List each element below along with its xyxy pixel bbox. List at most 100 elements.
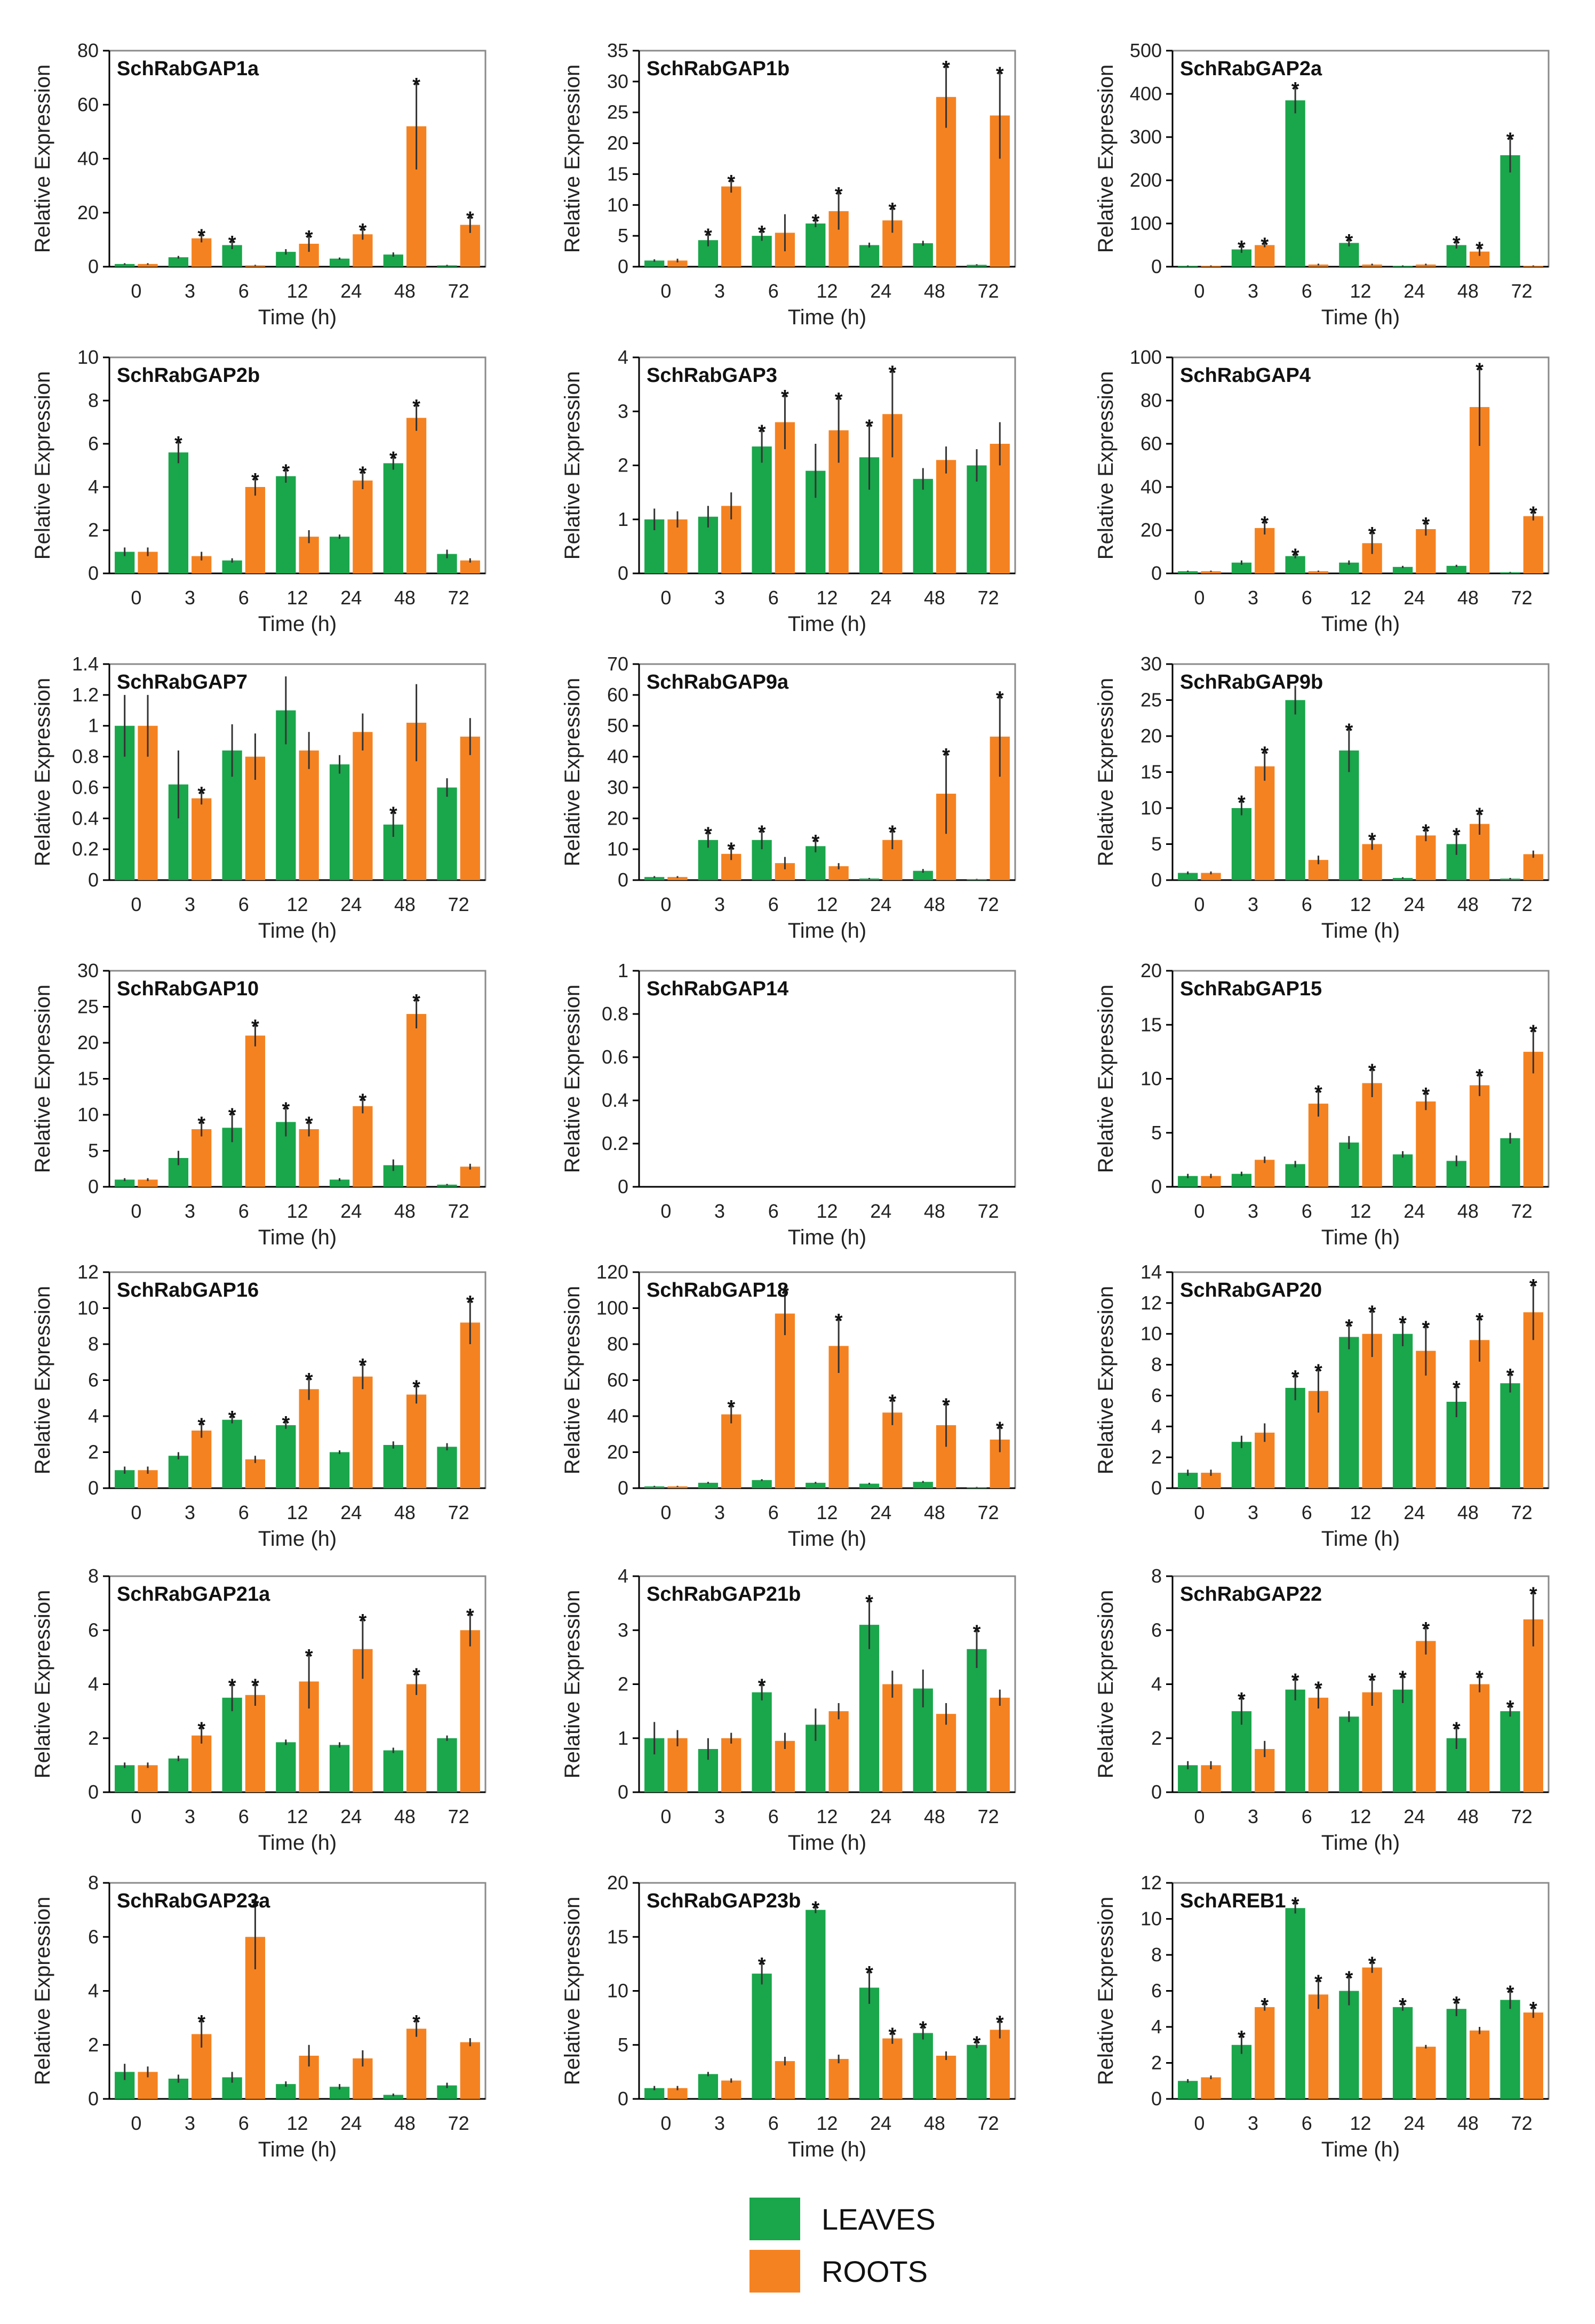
y-tick-label: 5 xyxy=(618,2034,628,2056)
x-tick-label: 0 xyxy=(131,893,141,915)
legend-label-roots: ROOTS xyxy=(822,2255,928,2288)
y-axis-label: Relative Expression xyxy=(1094,985,1118,1173)
y-tick-label: 40 xyxy=(607,746,628,768)
x-tick-label: 48 xyxy=(924,2112,945,2134)
bar-roots xyxy=(1362,1083,1382,1187)
y-axis-label: Relative Expression xyxy=(31,985,54,1173)
significance-marker: * xyxy=(1453,1377,1461,1400)
y-tick-label: 300 xyxy=(1130,126,1162,148)
x-tick-label: 24 xyxy=(870,2112,891,2134)
x-tick-label: 0 xyxy=(660,1502,671,1523)
bar-roots xyxy=(775,2061,795,2099)
significance-marker: * xyxy=(865,416,873,438)
significance-marker: * xyxy=(942,745,950,767)
chart-title: SchRabGAP22 xyxy=(1180,1583,1322,1606)
plot-area xyxy=(638,50,1016,268)
x-tick-label: 3 xyxy=(714,587,725,609)
x-tick-label: 24 xyxy=(1403,2112,1425,2134)
bar-leaves xyxy=(1178,2081,1198,2099)
significance-marker: * xyxy=(197,225,205,247)
y-tick-label: 5 xyxy=(88,1140,99,1162)
plot-area xyxy=(108,356,487,574)
bar-leaves xyxy=(644,260,665,267)
y-tick-label: 60 xyxy=(607,1369,628,1391)
significance-marker: * xyxy=(358,1610,366,1633)
bar-leaves xyxy=(437,1447,457,1488)
x-tick-label: 12 xyxy=(1350,2112,1371,2134)
bar-leaves xyxy=(1285,700,1305,880)
significance-marker: * xyxy=(412,74,420,97)
x-tick-label: 48 xyxy=(1457,893,1479,915)
x-axis-label: Time (h) xyxy=(788,1527,866,1551)
y-axis-label: Relative Expression xyxy=(1094,1286,1118,1475)
x-tick-label: 3 xyxy=(1248,2112,1258,2134)
chart-title: SchRabGAP4 xyxy=(1180,364,1311,387)
x-tick-label: 24 xyxy=(340,893,362,915)
y-tick-label: 0 xyxy=(618,1781,628,1803)
x-tick-label: 6 xyxy=(238,587,249,609)
legend-swatch-leaves xyxy=(749,2198,800,2240)
x-tick-label: 3 xyxy=(185,280,195,302)
bar-roots xyxy=(245,1695,266,1792)
bar-leaves xyxy=(1339,1716,1359,1792)
bar-leaves xyxy=(1231,1442,1252,1488)
bar-roots xyxy=(1308,264,1329,267)
bar-leaves xyxy=(1285,1387,1305,1488)
x-tick-label: 24 xyxy=(340,1502,362,1523)
y-tick-label: 6 xyxy=(1151,1384,1162,1406)
y-tick-label: 10 xyxy=(77,346,99,368)
y-tick-label: 400 xyxy=(1130,83,1162,105)
x-tick-label: 48 xyxy=(924,1502,945,1523)
significance-marker: * xyxy=(1453,824,1461,846)
significance-marker: * xyxy=(758,821,766,844)
significance-marker: * xyxy=(1238,792,1246,814)
bar-roots xyxy=(1416,529,1436,573)
x-tick-label: 3 xyxy=(714,1200,725,1222)
x-tick-label: 6 xyxy=(238,893,249,915)
significance-marker: * xyxy=(942,1394,950,1417)
chart-title: SchRabGAP10 xyxy=(117,978,259,1000)
significance-marker: * xyxy=(412,396,420,418)
chart-title: SchRabGAP9b xyxy=(1180,671,1323,693)
x-tick-label: 3 xyxy=(714,893,725,915)
significance-marker: * xyxy=(942,57,950,79)
significance-marker: * xyxy=(1476,359,1484,381)
y-tick-label: 0 xyxy=(88,562,99,584)
bar-leaves xyxy=(1178,571,1198,573)
bar-leaves xyxy=(1446,565,1466,573)
y-tick-label: 0 xyxy=(88,869,99,891)
bar-roots xyxy=(1308,1994,1329,2099)
x-tick-label: 24 xyxy=(340,2112,362,2134)
plot-area xyxy=(638,663,1016,881)
y-axis-label: Relative Expression xyxy=(1094,1897,1118,2086)
x-tick-label: 0 xyxy=(131,1806,141,1827)
bar-leaves xyxy=(859,245,880,267)
y-tick-label: 2 xyxy=(88,2034,99,2056)
significance-marker: * xyxy=(1345,230,1353,253)
y-tick-label: 4 xyxy=(1151,1673,1162,1695)
bar-roots xyxy=(667,1738,688,1792)
bar-leaves xyxy=(1231,562,1252,573)
significance-marker: * xyxy=(1506,129,1514,151)
significance-marker: * xyxy=(1422,1084,1430,1106)
significance-marker: * xyxy=(466,1292,474,1314)
x-tick-label: 6 xyxy=(768,2112,779,2134)
x-axis-label: Time (h) xyxy=(1321,2138,1400,2161)
y-axis-label: Relative Expression xyxy=(1094,371,1118,560)
significance-marker: * xyxy=(228,1104,236,1127)
significance-marker: * xyxy=(305,1113,313,1136)
bar-leaves xyxy=(967,2045,987,2099)
plot-area xyxy=(108,1882,487,2100)
y-tick-label: 6 xyxy=(88,433,99,454)
y-tick-label: 4 xyxy=(618,346,628,368)
bar-leaves xyxy=(437,1738,457,1792)
x-tick-label: 12 xyxy=(816,587,838,609)
x-tick-label: 48 xyxy=(924,280,945,302)
bar-leaves xyxy=(1392,1689,1413,1792)
significance-marker: * xyxy=(1314,1082,1322,1104)
y-tick-label: 1 xyxy=(618,960,628,981)
significance-marker: * xyxy=(1368,829,1376,852)
chart-panel: 0 20 40 60 80 0 3 * 6 * 12 * 24 * 48 * 72 * SchRabGAP1a Tim… xyxy=(31,39,487,329)
bar-roots xyxy=(353,732,373,880)
